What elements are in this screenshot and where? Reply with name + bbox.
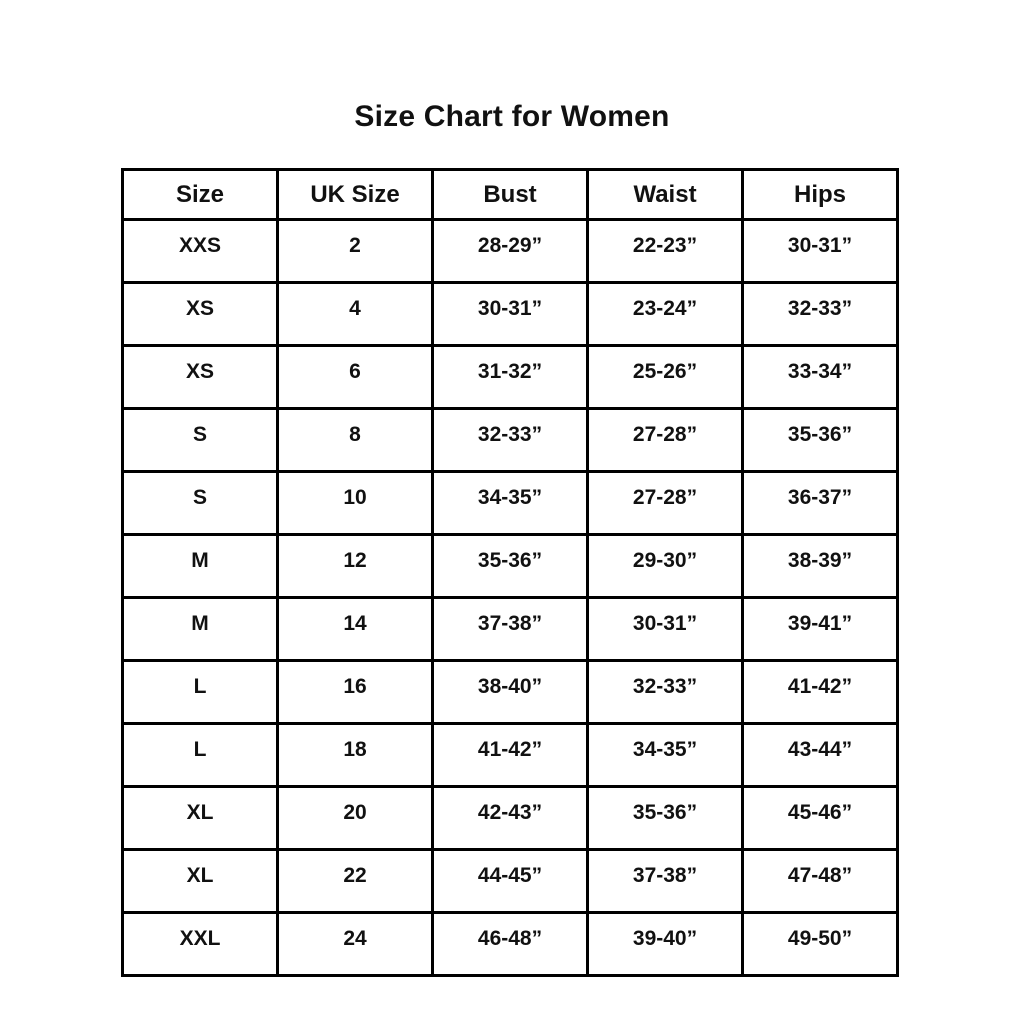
table-cell: XS <box>121 281 279 347</box>
table-cell: L <box>121 659 279 725</box>
table-body: XXS 2 28-29” 22-23” 30-31” XS 4 30-31” 23-24” 32-… <box>121 218 899 977</box>
table-cell: 35-36” <box>586 785 744 851</box>
table-cell: 30-31” <box>741 218 899 284</box>
table-cell: 12 <box>276 533 434 599</box>
table-cell: 38-40” <box>431 659 589 725</box>
table-row: XL 22 44-45” 37-38” 47-48” <box>121 848 899 914</box>
table-cell: 32-33” <box>586 659 744 725</box>
column-header-bust: Bust <box>431 168 589 221</box>
table-cell: 41-42” <box>431 722 589 788</box>
table-cell: 18 <box>276 722 434 788</box>
table-cell: 45-46” <box>741 785 899 851</box>
table-cell: 32-33” <box>431 407 589 473</box>
size-chart-table: Size UK Size Bust Waist Hips XXS 2 28-29” 2… <box>121 168 899 977</box>
table-cell: 37-38” <box>586 848 744 914</box>
table-cell: 2 <box>276 218 434 284</box>
column-header-uk-size: UK Size <box>276 168 434 221</box>
header-row: Size UK Size Bust Waist Hips <box>121 168 899 221</box>
table-row: XS 6 31-32” 25-26” 33-34” <box>121 344 899 410</box>
table-row: M 12 35-36” 29-30” 38-39” <box>121 533 899 599</box>
table-cell: 38-39” <box>741 533 899 599</box>
table-row: L 18 41-42” 34-35” 43-44” <box>121 722 899 788</box>
table-cell: 30-31” <box>431 281 589 347</box>
table-cell: 39-41” <box>741 596 899 662</box>
table-cell: XL <box>121 785 279 851</box>
table-row: M 14 37-38” 30-31” 39-41” <box>121 596 899 662</box>
table-row: XXL 24 46-48” 39-40” 49-50” <box>121 911 899 977</box>
table-cell: S <box>121 470 279 536</box>
table-cell: 37-38” <box>431 596 589 662</box>
table-cell: 23-24” <box>586 281 744 347</box>
table-cell: 42-43” <box>431 785 589 851</box>
column-header-size: Size <box>121 168 279 221</box>
table-cell: 20 <box>276 785 434 851</box>
table-row: XXS 2 28-29” 22-23” 30-31” <box>121 218 899 284</box>
table-cell: 16 <box>276 659 434 725</box>
table-cell: M <box>121 596 279 662</box>
table-cell: 41-42” <box>741 659 899 725</box>
table-cell: 24 <box>276 911 434 977</box>
table-cell: 10 <box>276 470 434 536</box>
table-cell: 22-23” <box>586 218 744 284</box>
table-cell: 34-35” <box>431 470 589 536</box>
table-cell: 8 <box>276 407 434 473</box>
table-cell: S <box>121 407 279 473</box>
table-cell: 4 <box>276 281 434 347</box>
table-cell: 30-31” <box>586 596 744 662</box>
table-cell: 47-48” <box>741 848 899 914</box>
table-cell: 33-34” <box>741 344 899 410</box>
table-cell: 43-44” <box>741 722 899 788</box>
table-cell: XL <box>121 848 279 914</box>
table-cell: 36-37” <box>741 470 899 536</box>
table-cell: 22 <box>276 848 434 914</box>
table-cell: 31-32” <box>431 344 589 410</box>
table-cell: 49-50” <box>741 911 899 977</box>
table-cell: 27-28” <box>586 470 744 536</box>
table-cell: 39-40” <box>586 911 744 977</box>
table-cell: L <box>121 722 279 788</box>
column-header-hips: Hips <box>741 168 899 221</box>
table-row: S 10 34-35” 27-28” 36-37” <box>121 470 899 536</box>
table-cell: 29-30” <box>586 533 744 599</box>
table-cell: XXL <box>121 911 279 977</box>
table-cell: 46-48” <box>431 911 589 977</box>
table-row: XS 4 30-31” 23-24” 32-33” <box>121 281 899 347</box>
page-title: Size Chart for Women <box>354 100 670 133</box>
table-cell: 14 <box>276 596 434 662</box>
table-cell: XS <box>121 344 279 410</box>
table-cell: 28-29” <box>431 218 589 284</box>
table-cell: 25-26” <box>586 344 744 410</box>
table-cell: XXS <box>121 218 279 284</box>
table-cell: 35-36” <box>741 407 899 473</box>
table-cell: 34-35” <box>586 722 744 788</box>
table-cell: 6 <box>276 344 434 410</box>
table-cell: 35-36” <box>431 533 589 599</box>
table-cell: 44-45” <box>431 848 589 914</box>
column-header-waist: Waist <box>586 168 744 221</box>
table-cell: 27-28” <box>586 407 744 473</box>
table-header: Size UK Size Bust Waist Hips <box>121 168 899 221</box>
table-cell: 32-33” <box>741 281 899 347</box>
table-row: L 16 38-40” 32-33” 41-42” <box>121 659 899 725</box>
table-cell: M <box>121 533 279 599</box>
table-row: XL 20 42-43” 35-36” 45-46” <box>121 785 899 851</box>
table-row: S 8 32-33” 27-28” 35-36” <box>121 407 899 473</box>
